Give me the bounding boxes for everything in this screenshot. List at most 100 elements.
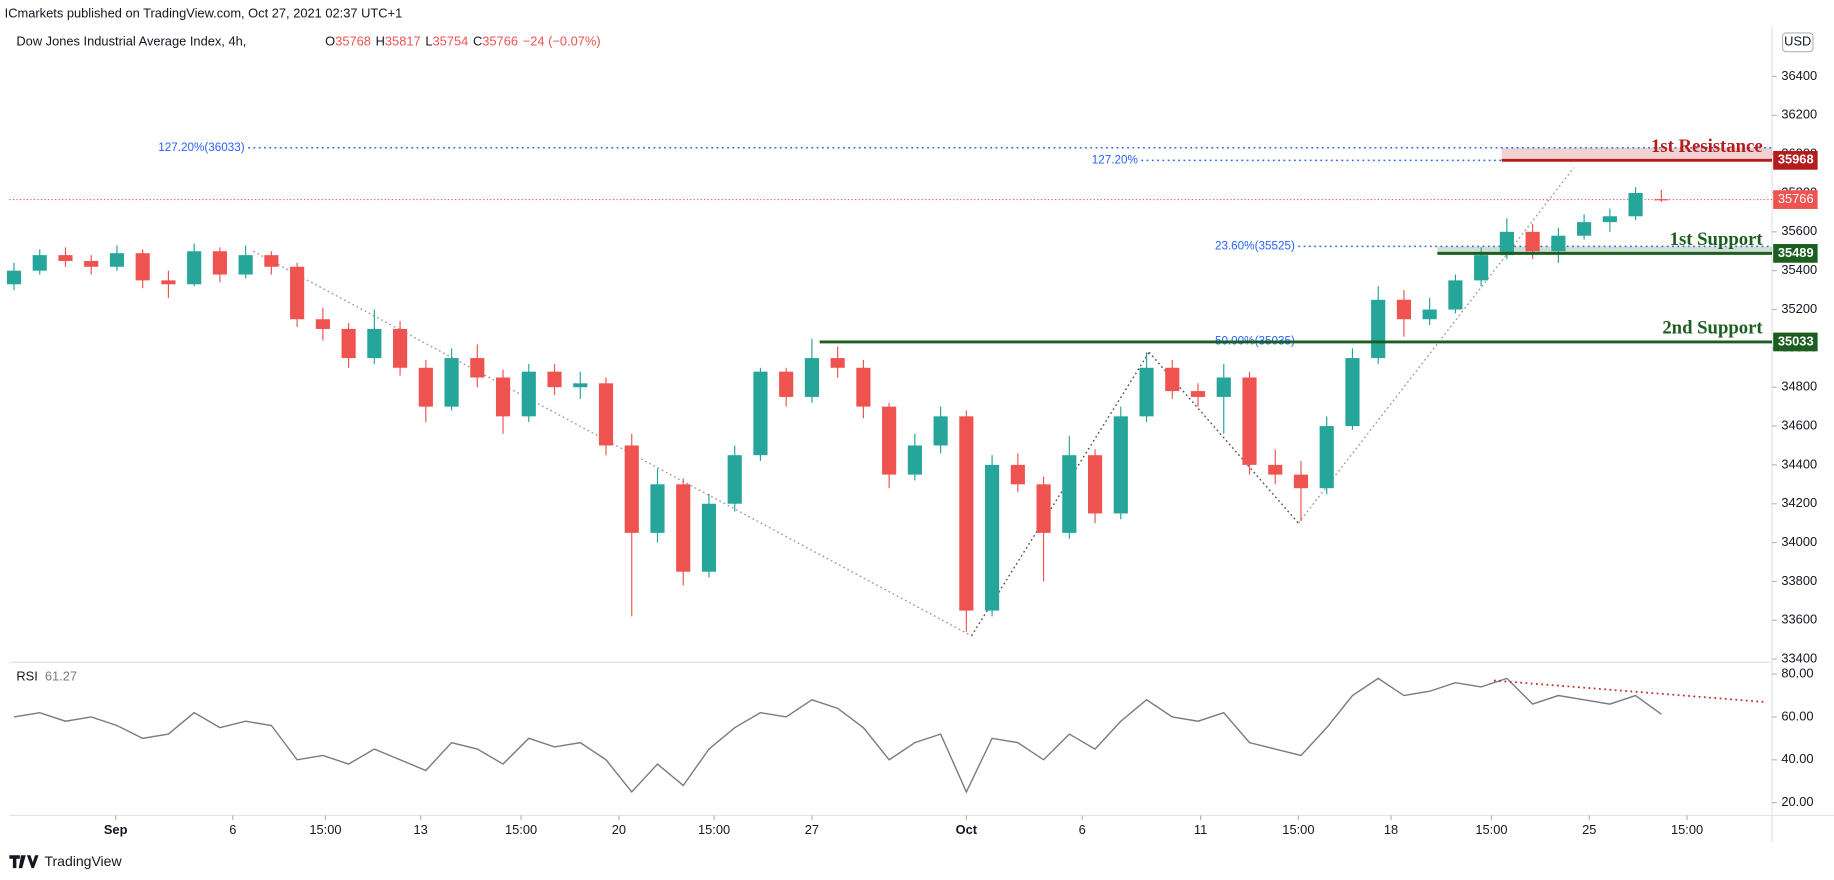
candle-body — [1422, 309, 1437, 320]
level-badge — [1773, 244, 1818, 263]
candle-body — [1062, 455, 1077, 533]
rsi-tick-label: 40.00 — [1781, 751, 1813, 766]
candle-body — [1345, 358, 1360, 427]
ohlc-key: L — [425, 34, 432, 49]
candle-body — [1293, 474, 1309, 489]
candle-body — [547, 371, 562, 388]
x-tick-label: 6 — [229, 822, 236, 837]
level-label: 1st Support — [1670, 229, 1764, 250]
level-zone — [1501, 147, 1773, 161]
candle-body — [1577, 222, 1592, 236]
candle-body — [701, 503, 717, 572]
x-tick-label: 13 — [414, 822, 428, 837]
candle-body — [882, 406, 897, 475]
candle-body — [1474, 255, 1489, 281]
candle-body — [650, 484, 665, 533]
candle-body — [1165, 367, 1180, 392]
y-tick-label: 35400 — [1781, 262, 1817, 277]
candle-body — [135, 253, 150, 281]
candle-body — [985, 464, 1000, 611]
price-badge-label: 35766 — [1778, 191, 1814, 206]
candle-body — [676, 484, 691, 572]
candle-body — [1036, 484, 1051, 533]
ohlc-change: −24 (−0.07%) — [523, 34, 601, 49]
ohlc-key: C — [473, 34, 482, 49]
publisher: ICmarkets published on TradingView.com, … — [5, 6, 403, 21]
candle-body — [1319, 426, 1334, 489]
candle-body — [1371, 299, 1386, 359]
level-badge-label: 35033 — [1778, 333, 1814, 348]
y-tick-label: 36200 — [1781, 107, 1817, 122]
candle-body — [315, 319, 330, 329]
y-tick-label: 34200 — [1781, 495, 1817, 510]
fib-label: 127.20% — [1092, 153, 1138, 166]
candle-body — [418, 367, 433, 407]
fib-label: 23.60%(35525) — [1215, 239, 1295, 252]
candle-body — [1268, 464, 1283, 475]
x-tick-label: 11 — [1194, 822, 1207, 837]
x-tick-label: 25 — [1582, 822, 1596, 837]
candle-body — [521, 371, 536, 417]
candle-body — [341, 328, 356, 359]
y-tick-label: 34600 — [1781, 417, 1817, 432]
candle-body — [1242, 377, 1257, 465]
brand: TradingView — [44, 853, 122, 869]
candle-body — [1113, 416, 1128, 514]
candle-body — [1602, 216, 1617, 223]
level-badge — [1773, 332, 1818, 352]
candle-body — [1190, 391, 1206, 397]
trendline — [1297, 167, 1575, 524]
x-tick-label: 15:00 — [505, 822, 537, 837]
y-tick-label: 34400 — [1781, 456, 1817, 471]
candle-body — [1010, 464, 1025, 485]
currency-badge[interactable] — [1781, 32, 1814, 53]
x-tick-label: Sep — [104, 822, 128, 837]
y-tick-label: 35200 — [1781, 301, 1817, 316]
candle-body — [470, 358, 485, 378]
candle-body — [624, 445, 639, 533]
level-label: 2nd Support — [1662, 317, 1763, 338]
x-tick-label: 15:00 — [698, 822, 730, 837]
candle-body — [212, 251, 227, 275]
rsi-tick-label: 60.00 — [1781, 708, 1813, 723]
currency: USD — [1784, 34, 1811, 49]
y-tick-label: 36400 — [1781, 68, 1817, 83]
y-tick-label: 34000 — [1781, 534, 1817, 549]
candle-body — [84, 260, 99, 267]
level-badge-label: 35489 — [1778, 245, 1814, 260]
candle-body — [1139, 367, 1154, 417]
candle-body — [1396, 299, 1412, 320]
candle-body — [238, 255, 253, 275]
level-label: 1st Resistance — [1651, 136, 1763, 157]
candle-body — [907, 445, 922, 475]
ohlc-value: 35766 — [482, 34, 518, 49]
candle-body — [933, 416, 948, 446]
fib-label: 127.20%(36033) — [158, 141, 245, 154]
candle-body — [32, 255, 47, 271]
rsi-name: RSI — [16, 669, 37, 684]
logo — [9, 855, 39, 869]
rsi-line — [13, 677, 1662, 794]
candle-body — [1551, 235, 1566, 252]
x-tick-label: Oct — [956, 822, 978, 837]
candle-body — [109, 253, 125, 267]
candle-body — [856, 367, 871, 407]
candle-body — [393, 328, 408, 368]
candle-body — [804, 358, 819, 397]
candle-body — [1448, 280, 1463, 310]
x-tick-label: 18 — [1384, 822, 1398, 837]
candle-body — [6, 270, 22, 285]
rsi-tick-label: 80.00 — [1781, 666, 1813, 681]
candle-body — [830, 358, 845, 368]
price-badge — [1773, 190, 1818, 209]
candle-body — [573, 383, 588, 388]
candle-body — [367, 328, 382, 359]
candle-body — [58, 255, 73, 261]
candle-body — [753, 371, 768, 456]
candle-body — [598, 383, 614, 446]
candle-body — [187, 251, 202, 285]
candle-body — [1628, 192, 1643, 217]
x-tick-label: 20 — [612, 822, 626, 837]
candle-body — [727, 455, 742, 504]
